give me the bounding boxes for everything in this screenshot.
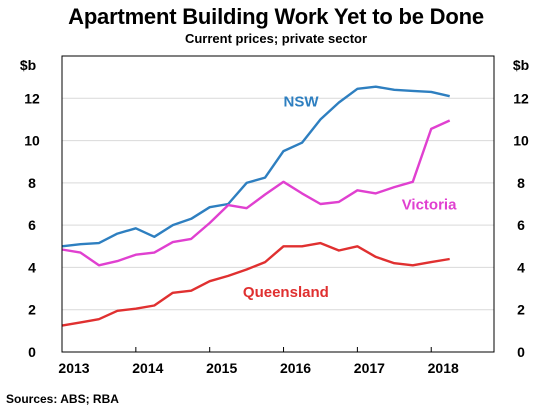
- y-tick-label-right: 2: [517, 302, 525, 318]
- y-unit-right: $b: [513, 57, 529, 73]
- source-note: Sources: ABS; RBA: [6, 392, 119, 406]
- series-layer: [61, 85, 451, 327]
- plot-frame: [61, 55, 495, 353]
- y-tick-label-right: 0: [517, 344, 525, 360]
- y-unit-left: $b: [20, 57, 36, 73]
- series-line-queensland: [61, 241, 450, 327]
- x-tick-label: 2018: [428, 360, 459, 376]
- y-tick-label-left: 12: [24, 90, 40, 106]
- ticks-layer: 0 0 2 2 4 4 6 6 8 8 10 10 12 12 2013 2014 2015 2016 2017 20…: [24, 90, 529, 376]
- y-tick-label-left: 4: [28, 259, 36, 275]
- series-label-nsw: NSW: [284, 94, 320, 111]
- series-line-nsw: [61, 85, 450, 248]
- chart-subtitle: Current prices; private sector: [184, 31, 368, 46]
- y-tick-label-right: 4: [517, 259, 525, 275]
- x-tick-label: 2014: [132, 360, 163, 376]
- series-label-victoria: Victoria: [402, 196, 457, 213]
- x-tick-label: 2016: [280, 360, 311, 376]
- y-tick-label-right: 10: [513, 133, 529, 149]
- grid-lines: [62, 97, 494, 311]
- chart-title: Apartment Building Work Yet to be Done: [68, 4, 484, 29]
- x-tick-label: 2013: [58, 360, 89, 376]
- y-tick-label-left: 10: [24, 133, 40, 149]
- series-labels: NSW Victoria Queensland: [243, 94, 457, 301]
- y-tick-label-left: 6: [28, 217, 36, 233]
- series-line-victoria: [61, 119, 451, 267]
- y-tick-label-right: 12: [513, 90, 529, 106]
- y-tick-label-right: 6: [517, 217, 525, 233]
- y-tick-label-left: 2: [28, 302, 36, 318]
- y-tick-label-left: 8: [28, 175, 36, 191]
- x-tick-label: 2017: [354, 360, 385, 376]
- y-tick-label-left: 0: [28, 344, 36, 360]
- y-tick-label-right: 8: [517, 175, 525, 191]
- series-label-queensland: Queensland: [243, 284, 329, 301]
- x-tick-label: 2015: [206, 360, 237, 376]
